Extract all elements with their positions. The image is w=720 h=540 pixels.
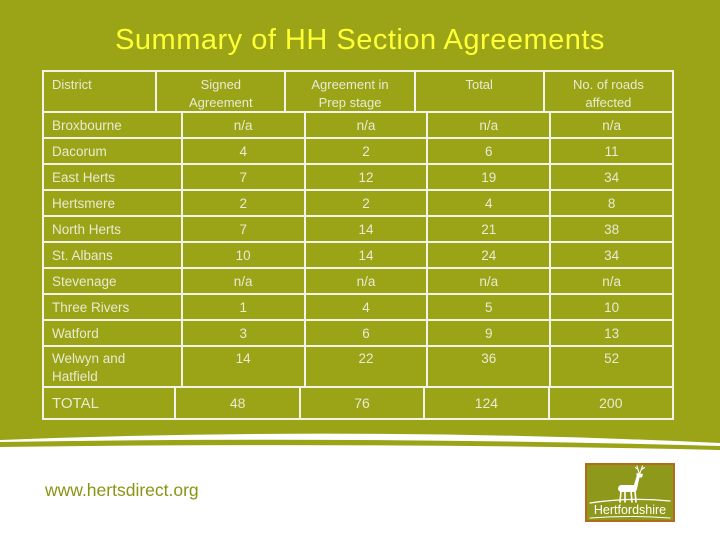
table-cell: 14 bbox=[305, 217, 429, 243]
table-cell: n/a bbox=[428, 113, 552, 139]
table-cell: 4 bbox=[428, 191, 552, 217]
table-cell: n/a bbox=[428, 269, 552, 295]
table-cell: 12 bbox=[305, 165, 429, 191]
table-cell: 38 bbox=[551, 217, 672, 243]
table-cell: n/a bbox=[305, 269, 429, 295]
table-cell: 13 bbox=[551, 321, 672, 347]
table-row: Dacorum 4 2 6 11 bbox=[44, 139, 672, 165]
table-total-row: TOTAL 48 76 124 200 bbox=[44, 388, 672, 418]
table-row: St. Albans 10 14 24 34 bbox=[44, 243, 672, 269]
table-cell: 34 bbox=[551, 165, 672, 191]
table-cell: 4 bbox=[182, 139, 306, 165]
column-header-total: Total bbox=[415, 72, 545, 113]
table-row: Welwyn and Hatfield 14 22 36 52 bbox=[44, 347, 672, 388]
total-row-label: TOTAL bbox=[44, 388, 177, 418]
table-cell-district: North Herts bbox=[44, 217, 183, 243]
table-cell: 11 bbox=[551, 139, 672, 165]
table-cell: n/a bbox=[551, 269, 672, 295]
table-cell: 10 bbox=[551, 295, 672, 321]
table-cell: 6 bbox=[305, 321, 429, 347]
bottom-swoosh-decoration bbox=[0, 420, 720, 450]
hertfordshire-logo: Hertfordshire bbox=[585, 463, 675, 522]
table-cell-district: Stevenage bbox=[44, 269, 183, 295]
table-cell: 52 bbox=[551, 347, 672, 388]
table-cell-district: St. Albans bbox=[44, 243, 183, 269]
table-cell: 6 bbox=[428, 139, 552, 165]
table-row: Watford 3 6 9 13 bbox=[44, 321, 672, 347]
table-cell: n/a bbox=[551, 113, 672, 139]
table-cell: 7 bbox=[182, 165, 306, 191]
table-cell: 2 bbox=[182, 191, 306, 217]
table-header-row: District Signed Agreement Agreement in P… bbox=[44, 72, 673, 113]
table-cell: 24 bbox=[428, 243, 552, 269]
table-cell: 14 bbox=[182, 347, 306, 388]
table-cell-district: Hertsmere bbox=[44, 191, 183, 217]
table-cell: n/a bbox=[305, 113, 429, 139]
table-cell: n/a bbox=[182, 269, 306, 295]
column-header-district: District bbox=[44, 72, 158, 113]
column-header-roads: No. of roads affected bbox=[544, 72, 673, 113]
table-row: Stevenage n/a n/a n/a n/a bbox=[44, 269, 672, 295]
website-url: www.hertsdirect.org bbox=[45, 480, 199, 500]
table-cell: 7 bbox=[182, 217, 306, 243]
table-cell: 34 bbox=[551, 243, 672, 269]
table-cell-district: Broxbourne bbox=[44, 113, 183, 139]
table-row: Three Rivers 1 4 5 10 bbox=[44, 295, 672, 321]
table-row: Broxbourne n/a n/a n/a n/a bbox=[44, 113, 672, 139]
logo-text: Hertfordshire bbox=[594, 503, 666, 517]
table-cell: 2 bbox=[305, 139, 429, 165]
table-cell: 21 bbox=[428, 217, 552, 243]
table-cell: 5 bbox=[428, 295, 552, 321]
column-header-signed: Signed Agreement bbox=[157, 72, 287, 113]
table-cell-district: Dacorum bbox=[44, 139, 183, 165]
table-cell-district: Welwyn and Hatfield bbox=[44, 347, 183, 388]
table-cell: 2 bbox=[305, 191, 429, 217]
total-cell: 48 bbox=[176, 388, 301, 418]
table-cell: 4 bbox=[305, 295, 429, 321]
total-cell: 76 bbox=[301, 388, 426, 418]
deer-icon: Hertfordshire bbox=[589, 465, 671, 519]
table-row: East Herts 7 12 19 34 bbox=[44, 165, 672, 191]
table-cell: 14 bbox=[305, 243, 429, 269]
table-cell: 10 bbox=[182, 243, 306, 269]
table-cell: 3 bbox=[182, 321, 306, 347]
column-header-prep: Agreement in Prep stage bbox=[286, 72, 416, 113]
page-title: Summary of HH Section Agreements bbox=[115, 24, 605, 56]
table-row: Hertsmere 2 2 4 8 bbox=[44, 191, 672, 217]
table-cell: 19 bbox=[428, 165, 552, 191]
table-cell: 9 bbox=[428, 321, 552, 347]
table-cell-district: East Herts bbox=[44, 165, 183, 191]
table-cell: 36 bbox=[428, 347, 552, 388]
table-cell-district: Watford bbox=[44, 321, 183, 347]
agreements-table: District Signed Agreement Agreement in P… bbox=[42, 70, 674, 420]
total-cell: 200 bbox=[599, 395, 623, 411]
table-cell: n/a bbox=[182, 113, 306, 139]
table-cell: 1 bbox=[182, 295, 306, 321]
table-row: North Herts 7 14 21 38 bbox=[44, 217, 672, 243]
table-cell: 22 bbox=[305, 347, 429, 388]
table-cell-district: Three Rivers bbox=[44, 295, 183, 321]
total-cell: 124 bbox=[425, 388, 550, 418]
table-cell: 8 bbox=[551, 191, 672, 217]
